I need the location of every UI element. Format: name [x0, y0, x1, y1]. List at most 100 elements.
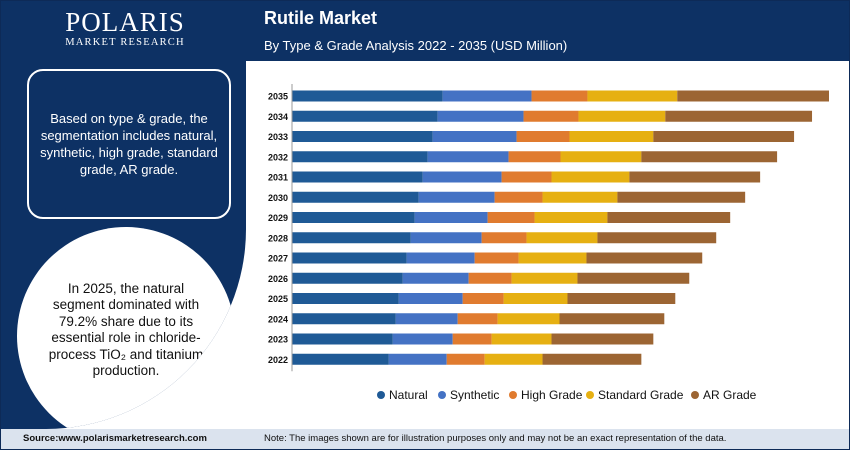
key-stat-circle: In 2025, the natural segment dominated w… [17, 227, 235, 429]
bar-segment-high-grade [494, 191, 543, 203]
bar-segment-synthetic [418, 191, 495, 203]
bar-segment-high-grade [481, 232, 527, 244]
bar-segment-ar-grade [629, 171, 761, 183]
bar-segment-synthetic [392, 333, 453, 345]
disclaimer-note: Note: The images shown are for illustrat… [264, 433, 727, 444]
bar-segment-standard-grade [503, 293, 568, 304]
legend-marker [691, 391, 699, 399]
bar-segment-synthetic [388, 353, 447, 365]
y-tick-label: 2030 [268, 193, 288, 203]
legend-label: High Grade [521, 388, 583, 402]
bar-segment-synthetic [432, 131, 517, 142]
y-tick-label: 2025 [268, 294, 288, 304]
bar-segment-high-grade [487, 212, 535, 223]
bar-segment-natural [292, 90, 443, 102]
y-tick-label: 2022 [268, 355, 288, 365]
legend-label: Natural [389, 388, 428, 402]
brand-name: POLARIS [65, 7, 185, 37]
bar-segment-standard-grade [587, 90, 678, 102]
bar-segment-ar-grade [607, 212, 731, 223]
bar-segment-standard-grade [578, 110, 666, 122]
bar-segment-high-grade [531, 90, 588, 102]
bar-segment-synthetic [442, 90, 532, 102]
bar-segment-ar-grade [617, 191, 746, 203]
chart-subtitle: By Type & Grade Analysis 2022 - 2035 (US… [264, 38, 568, 53]
bar-segment-natural [292, 191, 419, 203]
y-tick-label: 2032 [268, 152, 288, 162]
bar-segment-synthetic [406, 252, 475, 264]
bar-segment-natural [292, 252, 407, 264]
bar-segment-ar-grade [641, 151, 778, 163]
bar-segment-ar-grade [567, 293, 676, 304]
bar-segment-natural [292, 212, 415, 223]
bar-segment-high-grade [452, 333, 492, 345]
bar-segment-ar-grade [542, 353, 642, 365]
bar-segment-ar-grade [597, 232, 717, 244]
bar-segment-natural [292, 131, 433, 142]
bar-segment-standard-grade [526, 232, 598, 244]
bar-segment-standard-grade [534, 212, 608, 223]
bar-segment-synthetic [402, 272, 469, 284]
y-tick-label: 2029 [268, 213, 288, 223]
bar-segment-ar-grade [559, 313, 665, 325]
segmentation-description-box: Based on type & grade, the segmentation … [27, 69, 231, 219]
bar-segment-synthetic [422, 171, 502, 183]
bar-segment-synthetic [395, 313, 458, 325]
legend-marker [509, 391, 517, 399]
bar-segment-natural [292, 353, 389, 365]
bar-segment-ar-grade [577, 272, 690, 284]
bar-segment-standard-grade [560, 151, 642, 163]
bar-segment-standard-grade [491, 333, 552, 345]
bar-segment-ar-grade [665, 110, 813, 122]
bar-segment-synthetic [414, 212, 488, 223]
y-tick-label: 2023 [268, 335, 288, 345]
legend-label: Synthetic [450, 388, 499, 402]
bar-segment-high-grade [516, 131, 570, 142]
bar-segment-natural [292, 171, 423, 183]
y-tick-label: 2035 [268, 92, 288, 102]
legend-marker [586, 391, 594, 399]
brand-subtitle: MARKET RESEARCH [65, 37, 185, 48]
bar-segment-ar-grade [653, 131, 795, 142]
bar-segment-high-grade [457, 313, 498, 325]
y-tick-label: 2034 [268, 112, 288, 122]
y-tick-label: 2033 [268, 132, 288, 142]
stacked-bar-chart: 2035 2034 2033 2032 2031 2030 2029 2028 2027 2026… [268, 84, 829, 402]
bar-segment-natural [292, 333, 393, 345]
y-tick-label: 2024 [268, 314, 288, 324]
bar-segment-natural [292, 313, 396, 325]
key-stat-text: In 2025, the natural segment dominated w… [48, 280, 204, 379]
bar-segment-high-grade [501, 171, 552, 183]
bar-segment-ar-grade [551, 333, 654, 345]
bar-segment-natural [292, 232, 411, 244]
bar-segment-high-grade [462, 293, 504, 304]
footer-bar: Source:www.polarismarketresearch.com Not… [1, 429, 849, 449]
bar-segment-natural [292, 293, 399, 304]
chart-title: Rutile Market [264, 8, 378, 28]
y-tick-label: 2027 [268, 254, 288, 264]
chart-title-bar: Rutile Market By Type & Grade Analysis 2… [246, 1, 849, 61]
bar-segment-standard-grade [497, 313, 560, 325]
bar-segment-synthetic [427, 151, 509, 163]
bar-segment-high-grade [474, 252, 519, 264]
bar-segment-natural [292, 272, 403, 284]
legend-marker [438, 391, 446, 399]
legend-label: Standard Grade [598, 388, 684, 402]
bar-segment-synthetic [410, 232, 482, 244]
left-panel: POLARIS MARKET RESEARCH Based on type & … [1, 1, 246, 429]
bar-segment-high-grade [468, 272, 512, 284]
bar-segment-standard-grade [511, 272, 578, 284]
bar-segment-high-grade [523, 110, 579, 122]
bar-segment-synthetic [398, 293, 463, 304]
brand-logo: POLARIS MARKET RESEARCH [25, 7, 225, 49]
segmentation-description: Based on type & grade, the segmentation … [40, 111, 218, 177]
legend-marker [377, 391, 385, 399]
bar-segment-standard-grade [551, 171, 630, 183]
y-tick-label: 2026 [268, 274, 288, 284]
bar-segment-natural [292, 110, 438, 122]
legend-label: AR Grade [703, 388, 757, 402]
source-text: Source:www.polarismarketresearch.com [23, 433, 207, 444]
bar-segment-natural [292, 151, 428, 163]
bar-segment-synthetic [437, 110, 524, 122]
